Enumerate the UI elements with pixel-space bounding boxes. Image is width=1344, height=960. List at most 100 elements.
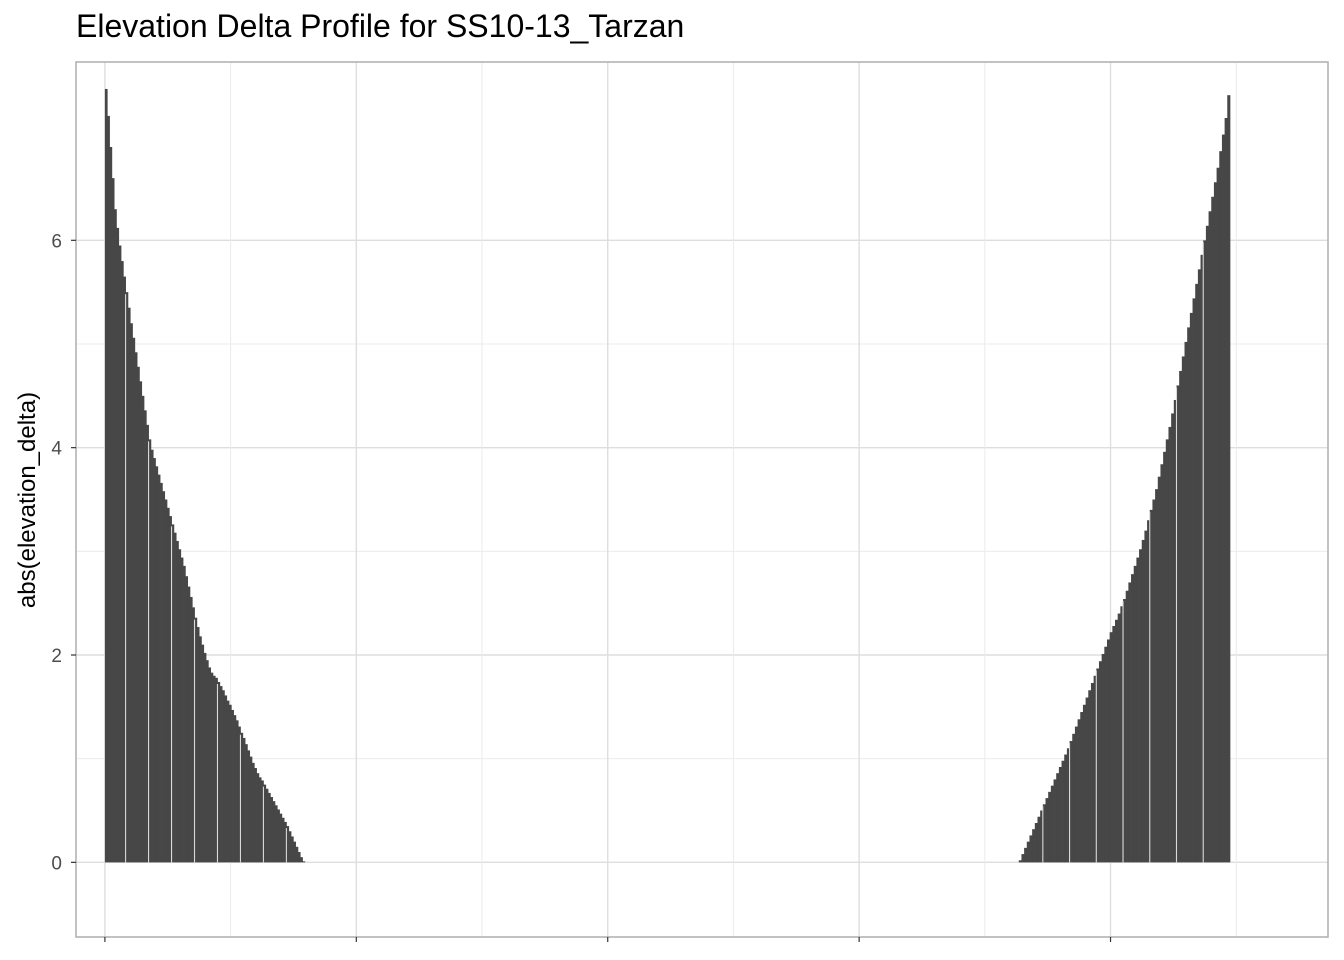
bar [162, 491, 166, 863]
bar [277, 809, 280, 863]
bar [1200, 254, 1204, 863]
bar [1181, 356, 1185, 863]
bar [171, 524, 175, 863]
bar [258, 777, 262, 863]
bar [210, 672, 214, 863]
bar [1117, 613, 1121, 863]
bar [272, 801, 276, 863]
bar [1168, 426, 1172, 863]
bar [109, 147, 113, 863]
bar [279, 813, 283, 863]
bars [104, 88, 1231, 863]
bar [201, 644, 205, 863]
bar [1066, 748, 1070, 863]
bar [1082, 704, 1087, 863]
bar [224, 695, 228, 863]
bar [1026, 841, 1030, 863]
plot-panel-border [75, 61, 1329, 938]
bar [1171, 413, 1175, 863]
bar [212, 675, 216, 863]
bar [270, 797, 274, 863]
bar [302, 861, 306, 863]
bar [137, 366, 140, 863]
bar [215, 677, 218, 863]
y-tick-label: 4 [51, 439, 62, 460]
bar [1037, 816, 1041, 863]
bar [169, 516, 172, 863]
bar [1021, 854, 1025, 863]
bar [1197, 269, 1201, 863]
bar [1048, 791, 1052, 863]
bar [251, 762, 255, 863]
bar [1184, 341, 1188, 863]
bar [1090, 683, 1095, 863]
bar [288, 831, 292, 863]
bar [300, 857, 303, 863]
bar [1152, 499, 1156, 863]
bar [284, 821, 287, 863]
bar [116, 227, 120, 863]
bar [1144, 530, 1148, 863]
bar [293, 841, 296, 863]
bar [286, 826, 290, 863]
bar [1125, 590, 1129, 863]
bar [1069, 741, 1073, 863]
bar [104, 88, 108, 863]
bar [1147, 520, 1151, 863]
bar [263, 784, 267, 863]
bar [1064, 754, 1068, 863]
bar [1032, 829, 1036, 863]
bar [290, 836, 294, 863]
bar [1155, 489, 1159, 863]
bar [134, 352, 138, 863]
bar [1098, 661, 1103, 863]
bar [1221, 134, 1226, 863]
bar [208, 667, 211, 863]
bar [1203, 240, 1207, 863]
bar [261, 780, 264, 863]
bar [120, 261, 124, 863]
bar [114, 209, 117, 863]
bar [157, 474, 161, 863]
bar [1163, 451, 1167, 863]
bar [1157, 476, 1161, 863]
bar [194, 617, 198, 863]
bar [1045, 798, 1049, 863]
bar [1176, 385, 1180, 863]
bar [1053, 779, 1057, 863]
bar [238, 726, 241, 863]
bar [1096, 668, 1100, 863]
bar [1133, 565, 1137, 863]
bar [1085, 697, 1089, 863]
bar [107, 115, 110, 863]
bar [1219, 151, 1223, 863]
bar [1029, 835, 1033, 863]
bar [1160, 464, 1164, 863]
bar [281, 817, 285, 863]
bar [1120, 606, 1124, 863]
bar [143, 410, 147, 863]
bar [146, 424, 149, 863]
bar [217, 681, 221, 863]
bar [1101, 653, 1105, 863]
bar [139, 381, 143, 863]
bar [1061, 760, 1065, 863]
bar [1050, 785, 1054, 863]
bar [249, 756, 253, 863]
bar [141, 395, 145, 863]
bar [247, 750, 251, 863]
bar [166, 507, 170, 863]
bar [1042, 804, 1046, 863]
bar [1018, 860, 1022, 863]
bar [160, 482, 163, 863]
bar [1149, 509, 1153, 863]
bar [231, 709, 234, 863]
bar [130, 323, 133, 863]
bar [1179, 370, 1183, 863]
bar [235, 720, 239, 863]
bar [1213, 182, 1217, 863]
bar [1189, 312, 1193, 863]
bar [185, 576, 189, 863]
bar [1077, 719, 1081, 863]
bar [123, 276, 126, 863]
